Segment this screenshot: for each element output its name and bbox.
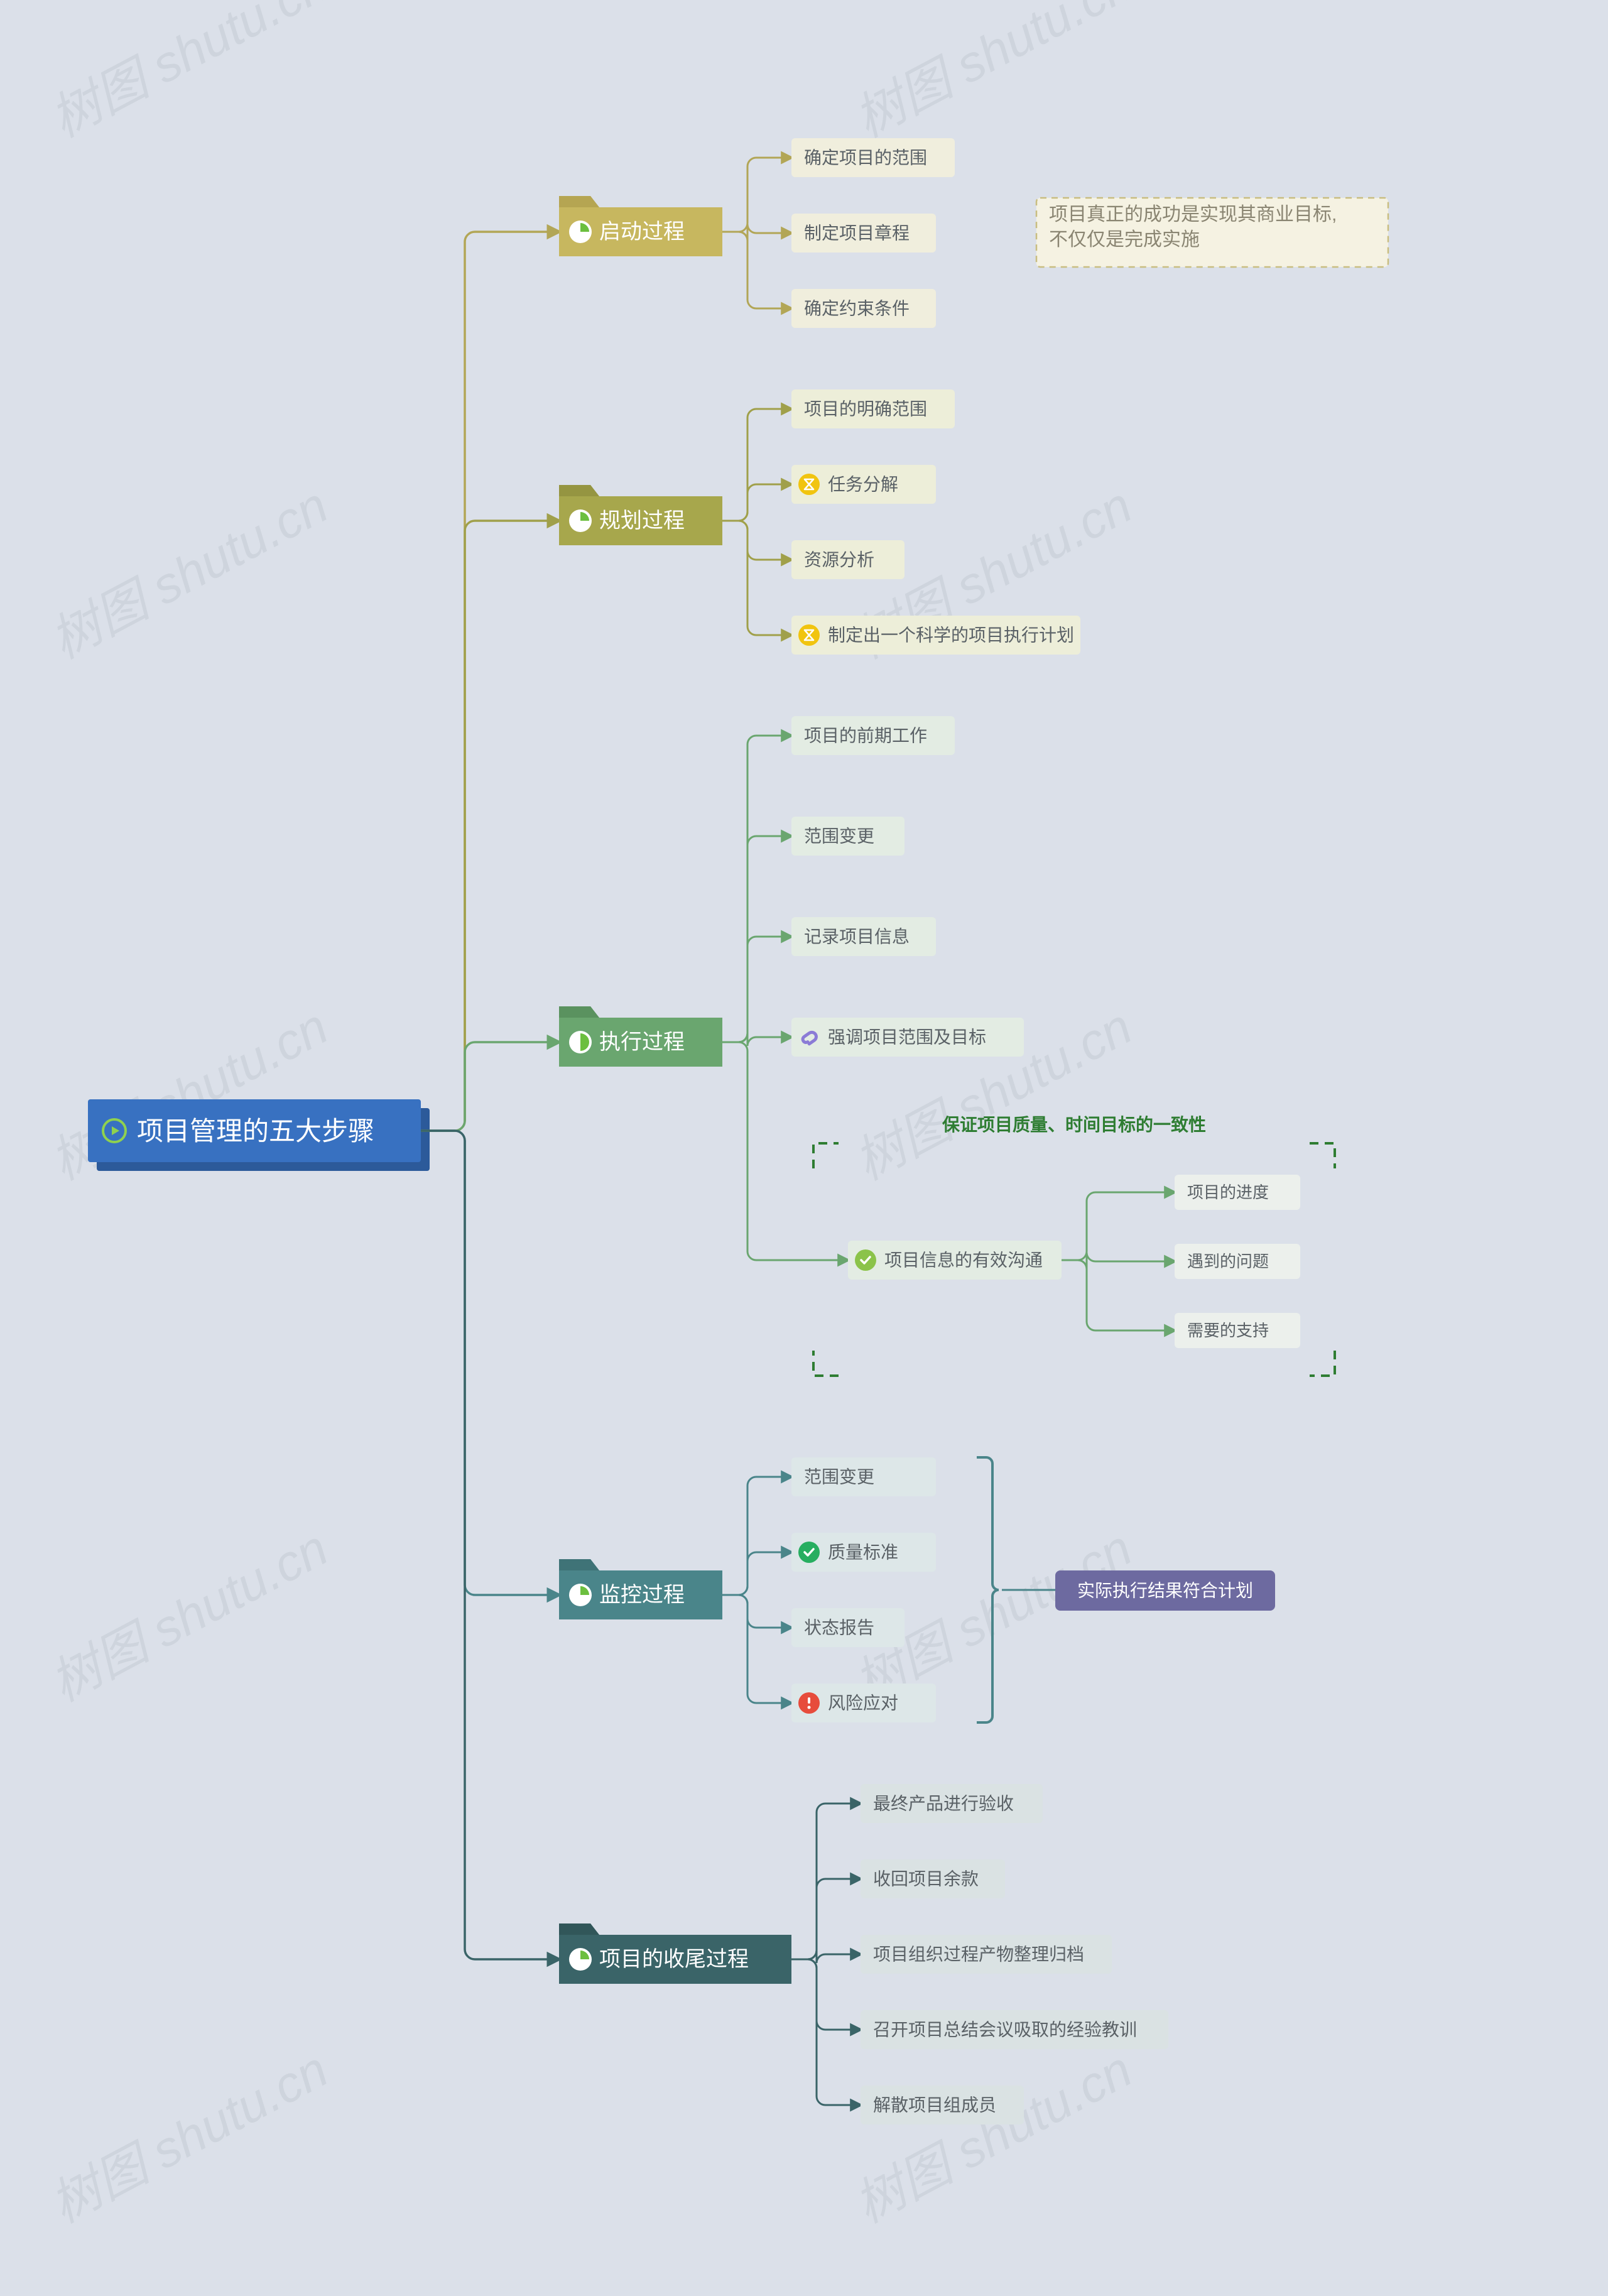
leaf-closing-3-label: 召开项目总结会议吸取的经验教训 xyxy=(873,2020,1137,2039)
pie-green-icon xyxy=(569,220,592,243)
pie-green-icon xyxy=(569,509,592,532)
pie-green-icon xyxy=(569,1584,592,1606)
leaf-planning-3-label: 制定出一个科学的项目执行计划 xyxy=(828,625,1074,645)
leaf-monitoring-0[interactable]: 范围变更 xyxy=(791,1457,936,1496)
branch-startup-label: 启动过程 xyxy=(599,220,685,244)
leaf-closing-2[interactable]: 项目组织过程产物整理归档 xyxy=(861,1935,1112,1974)
leaf-startup-1[interactable]: 制定项目章程 xyxy=(791,214,936,253)
branch-execution-label: 执行过程 xyxy=(599,1030,685,1054)
leaf-execution-3[interactable]: 强调项目范围及目标 xyxy=(791,1018,1024,1057)
leaf-monitoring-2[interactable]: 状态报告 xyxy=(791,1608,905,1647)
pie-green-icon xyxy=(569,1948,592,1971)
callout-startup: 项目真正的成功是实现其商业目标, 不仅仅是完成实施 xyxy=(1036,198,1388,267)
leaf-execution-4-2-label: 需要的支持 xyxy=(1187,1321,1269,1340)
leaf-startup-2-label: 确定约束条件 xyxy=(804,298,910,318)
leaf-startup-2[interactable]: 确定约束条件 xyxy=(791,289,936,328)
leaf-monitoring-1-label: 质量标准 xyxy=(828,1542,898,1562)
branch-planning-label: 规划过程 xyxy=(599,509,685,533)
leaf-execution-1-label: 范围变更 xyxy=(804,826,874,846)
leaf-planning-3[interactable]: 制定出一个科学的项目执行计划 xyxy=(791,616,1080,655)
leaf-execution-2[interactable]: 记录项目信息 xyxy=(791,917,936,956)
leaf-closing-0-label: 最终产品进行验收 xyxy=(873,1793,1014,1813)
pie-half-icon xyxy=(569,1031,592,1053)
leaf-monitoring-1[interactable]: 质量标准 xyxy=(791,1533,936,1572)
leaf-closing-4-label: 解散项目组成员 xyxy=(873,2095,996,2114)
leaf-execution-4-0[interactable]: 项目的进度 xyxy=(1175,1175,1300,1210)
leaf-execution-0-label: 项目的前期工作 xyxy=(804,726,927,745)
branch-monitoring-label: 监控过程 xyxy=(599,1583,685,1607)
leaf-execution-4-1[interactable]: 遇到的问题 xyxy=(1175,1244,1300,1279)
leaf-closing-0[interactable]: 最终产品进行验收 xyxy=(861,1784,1043,1823)
leaf-startup-0-label: 确定项目的范围 xyxy=(804,148,927,167)
leaf-planning-0[interactable]: 项目的明确范围 xyxy=(791,389,955,428)
leaf-execution-4-2[interactable]: 需要的支持 xyxy=(1175,1313,1300,1348)
leaf-execution-4-0-label: 项目的进度 xyxy=(1187,1183,1269,1202)
leaf-closing-3[interactable]: 召开项目总结会议吸取的经验教训 xyxy=(861,2010,1168,2049)
check-round-icon xyxy=(855,1249,876,1271)
branch-closing-label: 项目的收尾过程 xyxy=(599,1947,749,1971)
leaf-startup-1-label: 制定项目章程 xyxy=(804,223,910,242)
leaf-monitoring-0-label: 范围变更 xyxy=(804,1467,874,1486)
leaf-execution-0[interactable]: 项目的前期工作 xyxy=(791,716,955,755)
leaf-planning-2[interactable]: 资源分析 xyxy=(791,540,905,579)
leaf-monitoring-3[interactable]: 风险应对 xyxy=(791,1684,936,1722)
hourglass-icon xyxy=(798,624,820,646)
check-round-icon xyxy=(798,1542,820,1563)
leaf-monitoring-3-label: 风险应对 xyxy=(828,1693,898,1712)
leaf-closing-1-label: 收回项目余款 xyxy=(873,1869,979,1888)
leaf-execution-4-1-label: 遇到的问题 xyxy=(1187,1252,1269,1271)
leaf-planning-1-label: 任务分解 xyxy=(828,474,898,494)
leaf-planning-1[interactable]: 任务分解 xyxy=(791,465,936,504)
leaf-startup-0[interactable]: 确定项目的范围 xyxy=(791,138,955,177)
leaf-closing-2-label: 项目组织过程产物整理归档 xyxy=(873,1944,1084,1964)
root-label: 项目管理的五大步骤 xyxy=(137,1116,374,1146)
root-node[interactable]: 项目管理的五大步骤 xyxy=(88,1099,430,1171)
leaf-planning-0-label: 项目的明确范围 xyxy=(804,399,927,418)
leaf-execution-3-label: 强调项目范围及目标 xyxy=(828,1027,986,1047)
leaf-monitoring-2-label: 状态报告 xyxy=(804,1618,874,1637)
exclaim-round-icon xyxy=(798,1692,820,1714)
leaf-planning-2-label: 资源分析 xyxy=(804,550,874,569)
leaf-execution-4[interactable]: 项目信息的有效沟通 xyxy=(848,1241,1062,1280)
summary-label: 实际执行结果符合计划 xyxy=(1077,1581,1253,1600)
leaf-execution-2-label: 记录项目信息 xyxy=(804,927,910,946)
leaf-execution-1[interactable]: 范围变更 xyxy=(791,817,905,856)
leaf-closing-1[interactable]: 收回项目余款 xyxy=(861,1859,1005,1898)
hourglass-icon xyxy=(798,474,820,495)
boundary-label: 保证项目质量、时间目标的一致性 xyxy=(942,1114,1206,1134)
leaf-closing-4[interactable]: 解散项目组成员 xyxy=(861,2086,1024,2125)
leaf-execution-4-label: 项目信息的有效沟通 xyxy=(884,1250,1043,1270)
callout-line: 不仅仅是完成实施 xyxy=(1049,229,1200,250)
callout-line: 项目真正的成功是实现其商业目标, xyxy=(1049,204,1337,225)
